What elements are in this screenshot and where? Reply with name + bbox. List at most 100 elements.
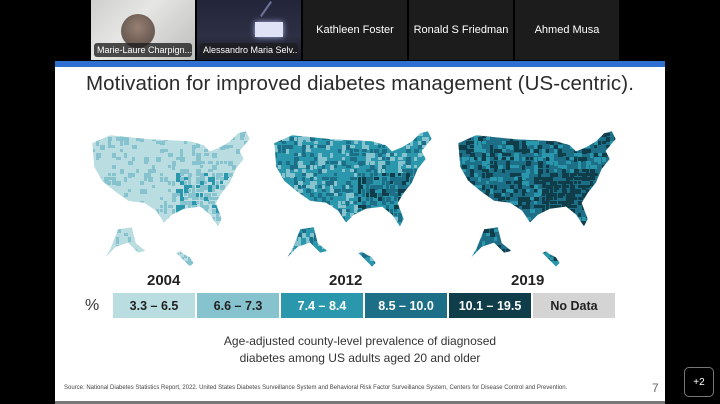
county-cell: [310, 249, 314, 253]
county-cell: [180, 189, 183, 194]
county-cell: [378, 221, 381, 226]
county-cell: [430, 237, 432, 242]
county-cell: [116, 229, 121, 233]
county-cell: [350, 233, 355, 238]
county-cell: [454, 221, 457, 224]
county-cell: [486, 253, 489, 257]
county-cell: [382, 165, 386, 170]
county-cell: [594, 141, 599, 145]
county-cell: [398, 161, 403, 166]
county-cell: [462, 205, 465, 209]
county-cell: [430, 177, 432, 182]
county-cell: [502, 133, 507, 138]
county-cell: [366, 245, 371, 248]
county-cell: [458, 257, 459, 262]
county-cell: [546, 165, 549, 168]
county-cell: [438, 165, 442, 170]
county-cell: [124, 193, 128, 197]
county-cell: [526, 237, 529, 242]
more-participants-button[interactable]: +2: [684, 367, 714, 397]
county-cell: [310, 177, 313, 182]
participant-tile[interactable]: Alessandro Maria Selv...: [197, 0, 301, 60]
county-cell: [474, 141, 477, 145]
county-cell: [438, 249, 441, 253]
county-cell: [322, 185, 325, 190]
county-cell: [486, 213, 490, 216]
county-cell: [366, 197, 369, 201]
county-cell: [562, 133, 566, 138]
county-cell: [116, 181, 121, 186]
participant-tile[interactable]: Ahmed Musa: [515, 0, 619, 60]
participant-tile[interactable]: Ronald S Friedman: [409, 0, 513, 60]
county-cell: [530, 149, 533, 153]
county-cell: [124, 221, 127, 224]
county-cell: [454, 237, 457, 241]
county-cell: [534, 229, 538, 233]
county-cell: [430, 157, 432, 161]
county-cell: [318, 153, 322, 158]
county-cell: [248, 173, 250, 178]
county-cell: [386, 225, 390, 229]
county-cell: [298, 221, 303, 226]
county-cell: [124, 261, 129, 266]
county-cell: [136, 169, 139, 173]
county-cell: [382, 149, 387, 154]
county-cell: [204, 193, 209, 198]
county-cell: [196, 181, 201, 184]
county-cell: [486, 165, 490, 170]
county-cell: [586, 237, 591, 242]
county-cell: [562, 233, 567, 236]
county-cell: [530, 141, 534, 145]
county-cell: [498, 149, 503, 154]
county-cell: [462, 131, 466, 134]
county-cell: [290, 237, 294, 240]
county-cell: [454, 241, 457, 246]
county-cell: [406, 149, 411, 153]
county-cell: [330, 193, 335, 196]
county-cell: [286, 149, 289, 154]
county-cell: [232, 213, 236, 216]
county-cell: [534, 193, 539, 197]
county-cell: [232, 185, 235, 189]
participant-video: [255, 22, 283, 37]
county-cell: [438, 153, 443, 158]
county-cell: [530, 253, 533, 258]
county-cell: [434, 173, 437, 178]
county-cell: [510, 145, 513, 150]
county-cell: [510, 201, 515, 204]
participant-tile[interactable]: Kathleen Foster: [303, 0, 407, 60]
hawaii-outline: [541, 250, 561, 268]
county-cell: [306, 133, 311, 136]
county-cell: [252, 213, 256, 216]
county-cell: [180, 137, 184, 140]
county-cell: [426, 193, 430, 196]
county-cell: [294, 169, 298, 172]
county-cell: [478, 141, 481, 146]
county-cell: [414, 229, 419, 233]
county-cell: [338, 217, 341, 221]
participant-tile[interactable]: Marie-Laure Charpign...: [91, 0, 195, 60]
county-cell: [200, 201, 203, 205]
county-cell: [510, 261, 514, 264]
county-cell: [426, 261, 429, 265]
county-cell: [574, 269, 578, 271]
county-cell: [526, 173, 529, 178]
county-cell: [434, 197, 439, 201]
county-cell: [490, 265, 494, 267]
county-cell: [216, 177, 219, 180]
county-cell: [354, 131, 357, 132]
county-cell: [458, 257, 461, 260]
county-cell: [438, 133, 442, 138]
county-cell: [172, 233, 177, 238]
county-cell: [542, 131, 546, 134]
county-cell: [622, 249, 626, 254]
county-cell: [598, 131, 602, 133]
county-cell: [120, 269, 124, 271]
county-cell: [482, 173, 485, 178]
county-cell: [192, 197, 196, 200]
county-cell: [494, 213, 499, 218]
county-cell: [112, 205, 117, 209]
county-cell: [534, 245, 537, 249]
county-cell: [208, 193, 211, 197]
county-cell: [224, 225, 229, 230]
